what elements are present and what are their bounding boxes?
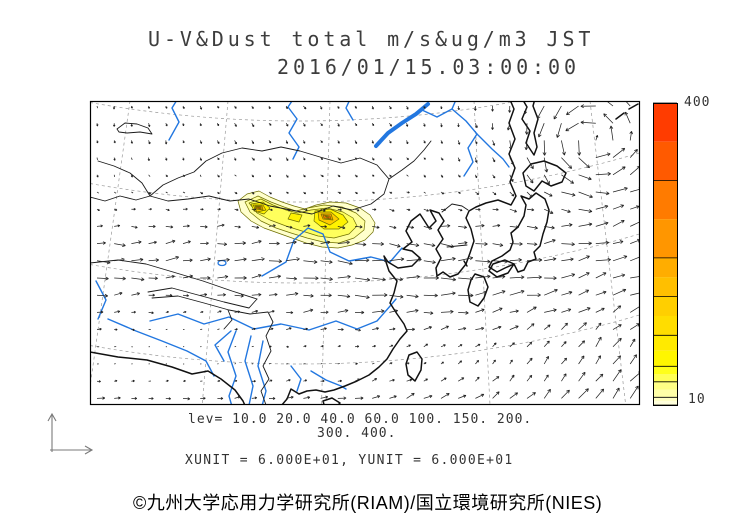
dust-contours <box>237 190 376 249</box>
copyright-text: ©九州大学応用力学研究所(RIAM)/国立環境研究所(NIES) <box>133 493 603 513</box>
plot-title: U-V&Dust total m/s&ug/m3 JST <box>148 27 595 51</box>
vector-units-text: XUNIT = 6.000E+01, YUNIT = 6.000E+01 <box>185 453 514 468</box>
wind-vectors <box>96 101 640 401</box>
colorbar-min-label: 10 <box>688 392 706 407</box>
unit-axes-icon <box>47 412 94 455</box>
colorbar <box>653 102 677 406</box>
plot-timestamp: 2016/01/15.03:00:00 <box>277 55 580 79</box>
colorbar-max-label: 400 <box>684 95 711 110</box>
map-frame <box>89 100 641 406</box>
contour-levels-text-2: 300. 400. <box>317 426 397 441</box>
colorbar-outline <box>653 103 678 406</box>
coastlines-borders <box>90 101 639 405</box>
contour-levels-text: lev= 10.0 20.0 40.0 60.0 100. 150. 200. <box>188 412 533 427</box>
